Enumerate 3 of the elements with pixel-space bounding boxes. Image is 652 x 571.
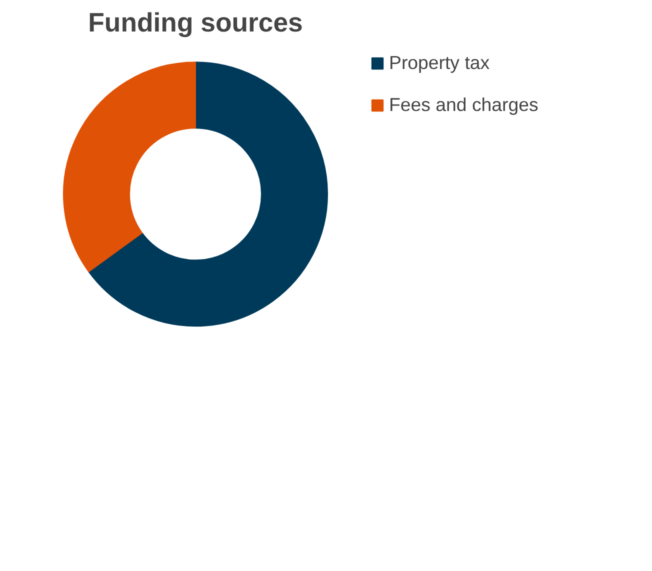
chart-title: Funding sources	[88, 8, 303, 38]
legend-label: Property tax	[389, 52, 490, 74]
legend-label: Fees and charges	[389, 94, 538, 116]
